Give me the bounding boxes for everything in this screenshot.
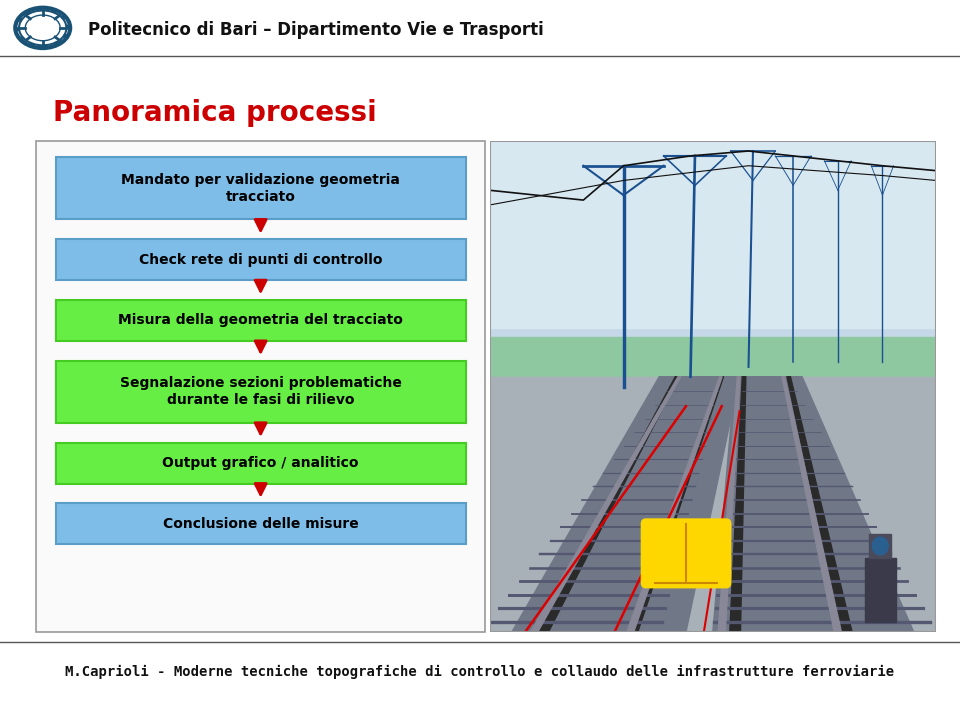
FancyBboxPatch shape [56,443,466,484]
Polygon shape [17,18,22,21]
Polygon shape [61,16,66,19]
Polygon shape [627,377,724,632]
Polygon shape [538,377,679,632]
Polygon shape [66,25,70,28]
FancyBboxPatch shape [36,141,485,632]
Polygon shape [55,42,60,45]
FancyBboxPatch shape [56,361,466,423]
FancyBboxPatch shape [56,503,466,544]
Bar [490,141,936,396]
Polygon shape [787,377,852,632]
Polygon shape [29,43,34,47]
Polygon shape [42,45,46,48]
Bar [490,377,936,632]
Polygon shape [15,28,19,30]
Bar [490,141,936,328]
Polygon shape [19,37,24,40]
Text: Politecnico di Bari – Dipartimento Vie e Trasporti: Politecnico di Bari – Dipartimento Vie e… [88,21,544,40]
Bar [490,337,936,445]
Polygon shape [782,377,841,632]
Polygon shape [63,35,68,38]
Bar [865,558,896,622]
Bar [869,534,891,558]
FancyBboxPatch shape [56,239,466,280]
Text: M.Caprioli - Moderne tecniche topografiche di controllo e collaudo delle infrast: M.Caprioli - Moderne tecniche topografic… [65,665,895,679]
Text: Segnalazione sezioni problematiche
durante le fasi di rilievo: Segnalazione sezioni problematiche duran… [120,376,401,407]
FancyBboxPatch shape [56,157,466,220]
Text: Mandato per validazione geometria
tracciato: Mandato per validazione geometria tracci… [121,173,400,204]
Bar [490,396,735,484]
Polygon shape [730,377,746,632]
FancyBboxPatch shape [56,300,466,341]
FancyBboxPatch shape [641,519,731,587]
Polygon shape [531,377,681,632]
Polygon shape [627,377,722,632]
Polygon shape [718,377,740,632]
Polygon shape [26,11,31,14]
Polygon shape [512,377,739,632]
Text: Conclusione delle misure: Conclusione delle misure [163,517,358,531]
Text: Misura della geometria del tracciato: Misura della geometria del tracciato [118,313,403,328]
Text: Output grafico / analitico: Output grafico / analitico [162,456,359,470]
Text: Check rete di punti di controllo: Check rete di punti di controllo [139,253,382,267]
Text: Panoramica processi: Panoramica processi [53,99,376,127]
Circle shape [873,537,888,555]
Polygon shape [39,8,42,11]
Polygon shape [712,377,914,632]
Polygon shape [52,9,57,13]
